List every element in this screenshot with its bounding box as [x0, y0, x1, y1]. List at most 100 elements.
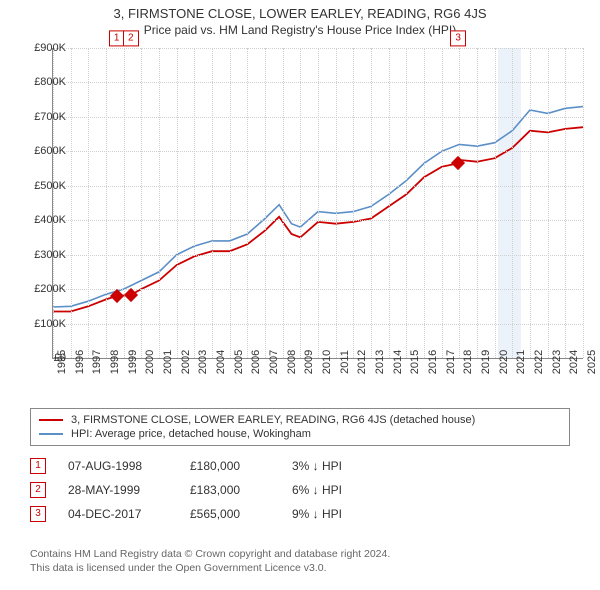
y-axis-label: £600K — [22, 145, 66, 157]
legend-label: 3, FIRMSTONE CLOSE, LOWER EARLEY, READIN… — [71, 414, 475, 426]
x-axis-label: 2020 — [498, 350, 510, 374]
x-axis-label: 2004 — [215, 350, 227, 374]
gridline-vertical — [194, 48, 195, 358]
sale-price: £565,000 — [190, 507, 270, 521]
gridline-vertical — [583, 48, 584, 358]
x-axis-label: 2023 — [551, 350, 563, 374]
sale-diff: 6% ↓ HPI — [292, 483, 382, 497]
y-axis-label: £100K — [22, 318, 66, 330]
table-row: 2 28-MAY-1999 £183,000 6% ↓ HPI — [30, 478, 382, 502]
chart-container: 3, FIRMSTONE CLOSE, LOWER EARLEY, READIN… — [0, 0, 600, 590]
x-axis-label: 2016 — [427, 350, 439, 374]
x-axis-label: 2019 — [480, 350, 492, 374]
sale-marker-label: 2 — [123, 30, 139, 46]
legend-label: HPI: Average price, detached house, Woki… — [71, 428, 311, 440]
x-axis-label: 2025 — [586, 350, 598, 374]
gridline-vertical — [247, 48, 248, 358]
sale-price: £180,000 — [190, 459, 270, 473]
gridline-vertical — [212, 48, 213, 358]
legend-item: HPI: Average price, detached house, Woki… — [39, 427, 561, 441]
x-axis-label: 2024 — [568, 350, 580, 374]
x-axis-label: 2007 — [268, 350, 280, 374]
sale-number-box: 2 — [30, 482, 46, 498]
chart-title: 3, FIRMSTONE CLOSE, LOWER EARLEY, READIN… — [0, 0, 600, 21]
attribution-text: Contains HM Land Registry data © Crown c… — [30, 548, 570, 575]
y-axis-label: £800K — [22, 76, 66, 88]
y-axis-label: £400K — [22, 214, 66, 226]
gridline-vertical — [336, 48, 337, 358]
gridline-vertical — [53, 48, 54, 358]
x-axis-label: 2021 — [515, 350, 527, 374]
x-axis-label: 1999 — [127, 350, 139, 374]
chart-plot-area: 123 — [52, 48, 583, 359]
y-axis-label: £200K — [22, 283, 66, 295]
gridline-vertical — [459, 48, 460, 358]
legend-box: 3, FIRMSTONE CLOSE, LOWER EARLEY, READIN… — [30, 408, 570, 446]
gridline-vertical — [406, 48, 407, 358]
y-axis-label: £500K — [22, 180, 66, 192]
sale-price: £183,000 — [190, 483, 270, 497]
attribution-line: Contains HM Land Registry data © Crown c… — [30, 548, 390, 560]
x-axis-label: 2014 — [392, 350, 404, 374]
table-row: 1 07-AUG-1998 £180,000 3% ↓ HPI — [30, 454, 382, 478]
sale-date: 04-DEC-2017 — [68, 507, 168, 521]
x-axis-label: 2018 — [462, 350, 474, 374]
gridline-vertical — [353, 48, 354, 358]
gridline-vertical — [565, 48, 566, 358]
gridline-vertical — [141, 48, 142, 358]
gridline-vertical — [530, 48, 531, 358]
gridline-vertical — [159, 48, 160, 358]
x-axis-label: 2006 — [250, 350, 262, 374]
x-axis-label: 2022 — [533, 350, 545, 374]
table-row: 3 04-DEC-2017 £565,000 9% ↓ HPI — [30, 502, 382, 526]
x-axis-label: 2017 — [445, 350, 457, 374]
legend-item: 3, FIRMSTONE CLOSE, LOWER EARLEY, READIN… — [39, 413, 561, 427]
gridline-vertical — [177, 48, 178, 358]
sales-table: 1 07-AUG-1998 £180,000 3% ↓ HPI 2 28-MAY… — [30, 454, 382, 526]
x-axis-label: 1996 — [74, 350, 86, 374]
sale-diff: 3% ↓ HPI — [292, 459, 382, 473]
x-axis-label: 2005 — [233, 350, 245, 374]
gridline-vertical — [424, 48, 425, 358]
x-axis-label: 2013 — [374, 350, 386, 374]
gridline-vertical — [265, 48, 266, 358]
gridline-vertical — [389, 48, 390, 358]
gridline-vertical — [71, 48, 72, 358]
y-axis-label: £900K — [22, 42, 66, 54]
gridline-vertical — [106, 48, 107, 358]
attribution-line: This data is licensed under the Open Gov… — [30, 562, 327, 574]
x-axis-label: 2015 — [409, 350, 421, 374]
sale-diff: 9% ↓ HPI — [292, 507, 382, 521]
x-axis-label: 2010 — [321, 350, 333, 374]
x-axis-label: 2000 — [144, 350, 156, 374]
x-axis-label: 1997 — [91, 350, 103, 374]
sale-date: 07-AUG-1998 — [68, 459, 168, 473]
gridline-vertical — [548, 48, 549, 358]
gridline-vertical — [88, 48, 89, 358]
y-axis-label: £300K — [22, 249, 66, 261]
x-axis-label: 2003 — [197, 350, 209, 374]
sale-marker-label: 3 — [450, 30, 466, 46]
gridline-vertical — [512, 48, 513, 358]
chart-subtitle: Price paid vs. HM Land Registry's House … — [0, 21, 600, 37]
x-axis-label: 2008 — [286, 350, 298, 374]
gridline-vertical — [283, 48, 284, 358]
x-axis-label: 1998 — [109, 350, 121, 374]
sale-number-box: 1 — [30, 458, 46, 474]
x-axis-label: 1995 — [56, 350, 68, 374]
x-axis-label: 2002 — [180, 350, 192, 374]
sale-date: 28-MAY-1999 — [68, 483, 168, 497]
x-axis-label: 2009 — [303, 350, 315, 374]
legend-swatch-property — [39, 419, 63, 421]
gridline-vertical — [230, 48, 231, 358]
x-axis-label: 2011 — [339, 350, 351, 374]
y-axis-label: £700K — [22, 111, 66, 123]
gridline-vertical — [442, 48, 443, 358]
x-axis-label: 2001 — [162, 350, 174, 374]
sale-number-box: 3 — [30, 506, 46, 522]
gridline-vertical — [300, 48, 301, 358]
gridline-vertical — [124, 48, 125, 358]
gridline-vertical — [371, 48, 372, 358]
gridline-vertical — [477, 48, 478, 358]
legend-swatch-hpi — [39, 433, 63, 435]
